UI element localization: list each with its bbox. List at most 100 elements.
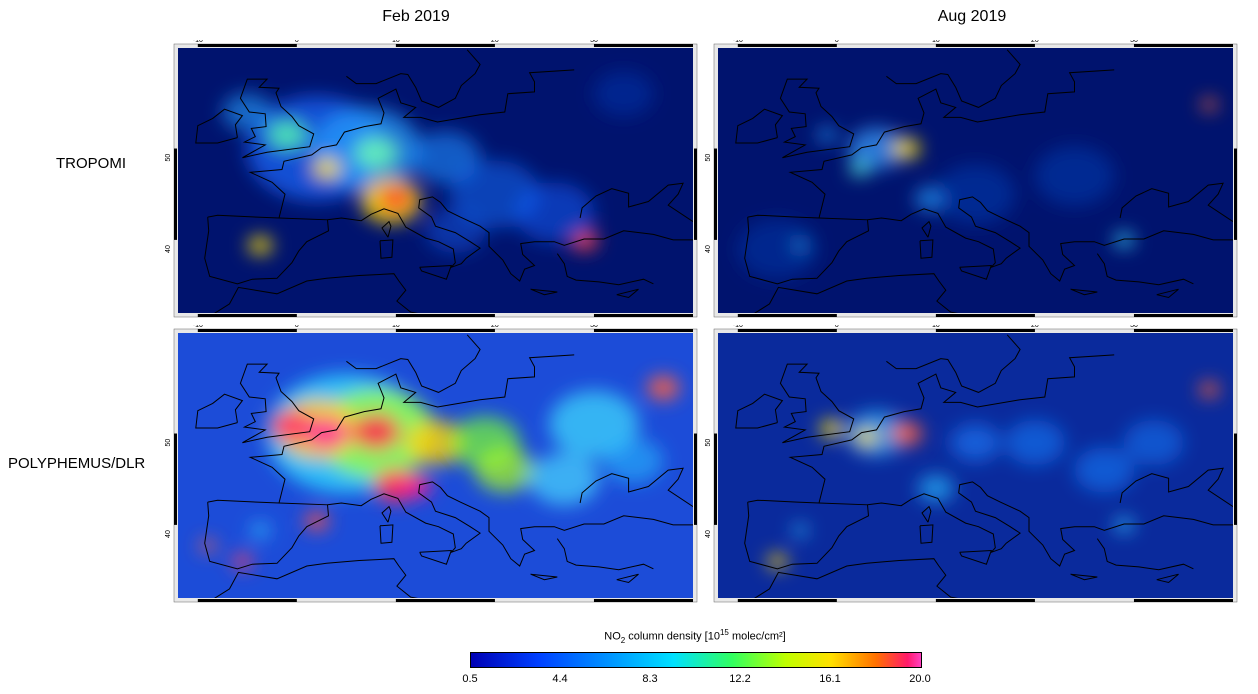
no2-hotspot xyxy=(232,553,253,569)
coastline xyxy=(556,253,654,286)
no2-hotspot xyxy=(248,236,273,255)
longitude-tick-label: 20 xyxy=(1031,325,1039,329)
coastline xyxy=(616,573,639,584)
longitude-tick-label: 10 xyxy=(392,40,400,44)
no2-hotspot xyxy=(222,93,273,131)
axis-segment xyxy=(694,433,697,525)
coastline xyxy=(735,393,784,429)
coastline xyxy=(779,363,855,444)
latitude-tick-label: 50 xyxy=(705,154,712,162)
no2-hotspot xyxy=(1114,232,1135,248)
coastline xyxy=(346,49,481,108)
longitude-tick-label: 20 xyxy=(1031,40,1039,44)
axis-segment xyxy=(197,314,297,317)
coastline xyxy=(239,78,315,159)
longitude-tick-label: 0 xyxy=(835,40,839,44)
coastline xyxy=(419,264,453,280)
coastline xyxy=(379,239,394,259)
colorbar-title: NO2 column density [1015 molec/cm²] xyxy=(604,628,786,645)
colorbar-tick-label: 8.3 xyxy=(642,673,658,685)
coastline xyxy=(921,505,932,523)
coastline xyxy=(1156,573,1179,584)
no2-hotspot xyxy=(514,182,595,243)
longitude-tick-label: -10 xyxy=(193,40,203,44)
coastline xyxy=(346,334,481,393)
no2-hotspot xyxy=(854,428,879,447)
axis-segment xyxy=(935,314,1035,317)
axis-segment xyxy=(935,329,1035,332)
coastline xyxy=(327,481,693,567)
axis-segment xyxy=(593,329,693,332)
coastline xyxy=(248,354,575,504)
colorbar xyxy=(470,652,922,668)
no2-hotspot xyxy=(399,473,432,498)
coastline xyxy=(867,481,1233,567)
coastline xyxy=(579,467,693,508)
no2-hotspot xyxy=(1114,517,1135,533)
no2-hotspot xyxy=(548,390,639,459)
no2-hotspot xyxy=(352,413,401,450)
column-title-feb: Feb 2019 xyxy=(382,8,450,25)
axis-segment xyxy=(395,329,495,332)
coastline xyxy=(921,220,932,238)
coastline xyxy=(919,239,934,259)
no2-hotspot xyxy=(1199,382,1220,398)
latitude-tick-label: 50 xyxy=(165,439,172,447)
no2-hotspot xyxy=(474,447,535,493)
coastline xyxy=(754,558,958,598)
no2-hotspot xyxy=(250,522,271,538)
no2-hotspot xyxy=(950,423,1001,462)
coastline xyxy=(919,524,934,544)
colorbar-tick-label: 4.4 xyxy=(552,673,568,685)
axis-segment xyxy=(395,44,495,47)
no2-hotspot xyxy=(849,161,870,177)
coastline xyxy=(1156,288,1179,299)
coastline xyxy=(886,334,1021,393)
coastline xyxy=(1070,573,1098,581)
axis-segment xyxy=(395,599,495,602)
coastline xyxy=(248,69,575,219)
longitude-tick-label: -10 xyxy=(733,325,743,329)
axis-segment xyxy=(1133,44,1233,47)
column-title-aug: Aug 2019 xyxy=(937,8,1007,25)
latitude-tick-label: 40 xyxy=(705,530,712,538)
no2-hotspot xyxy=(1123,420,1184,466)
no2-hotspot xyxy=(266,119,307,150)
map-background xyxy=(718,333,1233,598)
coastline xyxy=(779,78,855,159)
no2-hotspot xyxy=(792,524,809,537)
axis-segment xyxy=(1234,148,1237,240)
map-svg: -10-100010102020303050504040 xyxy=(705,40,1238,318)
axis-segment xyxy=(197,44,297,47)
coastline xyxy=(214,273,418,313)
axis-segment xyxy=(174,148,177,240)
longitude-tick-label: 10 xyxy=(932,40,940,44)
axis-segment xyxy=(1133,329,1233,332)
map-svg: -10-100010102020303050504040 xyxy=(165,325,698,603)
coastline xyxy=(1119,467,1233,508)
axis-segment xyxy=(593,599,693,602)
latitude-tick-label: 40 xyxy=(165,245,172,253)
axis-segment xyxy=(935,44,1035,47)
colorbar-tick-label: 20.0 xyxy=(909,673,931,685)
longitude-tick-label: 30 xyxy=(1130,325,1138,329)
longitude-tick-label: 0 xyxy=(835,325,839,329)
no2-hotspot xyxy=(737,219,818,280)
map-svg: -10-100010102020303050504040 xyxy=(705,325,1238,603)
longitude-tick-label: 20 xyxy=(491,325,499,329)
axis-segment xyxy=(1133,314,1233,317)
coastline xyxy=(204,214,330,285)
no2-hotspot xyxy=(304,417,349,451)
colorbar-tick-label: 12.2 xyxy=(729,673,751,685)
no2-hotspot xyxy=(892,138,921,160)
no2-hotspot xyxy=(890,421,923,446)
axis-segment xyxy=(1234,433,1237,525)
no2-hotspot xyxy=(312,158,341,180)
colorbar-tick-label: 16.1 xyxy=(819,673,841,685)
coastline xyxy=(419,549,453,565)
no2-hotspot xyxy=(603,438,664,484)
axis-segment xyxy=(1133,599,1233,602)
coastline xyxy=(1119,182,1233,223)
coastline xyxy=(1096,253,1194,286)
no2-hotspot xyxy=(1201,98,1218,111)
